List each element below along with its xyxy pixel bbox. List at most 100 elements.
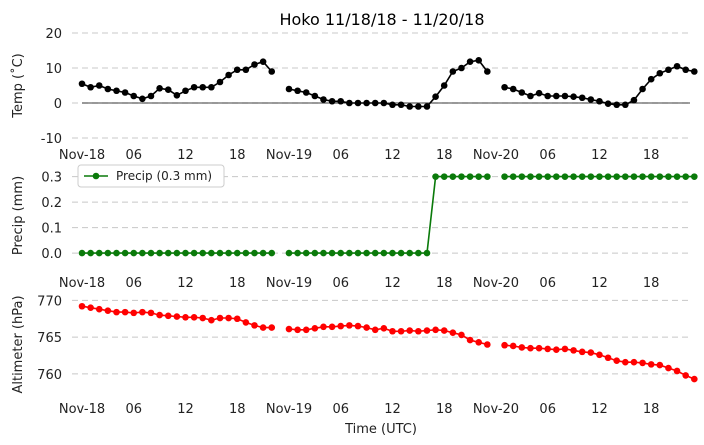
data-point [622,358,629,366]
data-point [639,173,646,180]
data-point [475,173,483,180]
data-point [501,83,508,91]
data-point [389,249,396,257]
data-point [389,327,396,335]
data-point [406,103,414,110]
data-point [147,249,155,257]
data-point [596,351,603,359]
data-point [691,173,698,180]
x-tick-label: 18 [643,276,660,291]
chart-panel-3: 760 765 770 Altimeter (hPa) Nov-18 06 12 18 Nov-… [11,294,698,417]
data-point [173,313,181,320]
data-point [665,364,672,372]
data-point [302,89,310,96]
data-point [78,302,86,310]
data-point [268,324,276,331]
data-point [87,83,94,91]
y-tick-label: 20 [45,27,62,42]
y-tick-label: 765 [37,331,62,346]
data-point [380,99,388,107]
x-tick-label: Nov-20 [473,148,519,163]
data-point [458,331,465,339]
x-tick-label: 18 [436,148,453,163]
data-point [104,85,112,93]
data-point [630,96,638,104]
data-point [570,173,577,180]
data-point [535,173,543,180]
data-point [208,249,215,257]
data-point [665,173,672,180]
data-point [285,85,293,93]
data-point [578,348,586,356]
data-point [156,311,163,319]
x-tick-label: 12 [591,402,608,417]
data-point [164,312,172,320]
data-point [647,75,655,83]
data-point [587,349,595,356]
data-point [182,313,189,321]
data-point [294,326,301,334]
data-point [630,358,638,366]
x-tick-label: Nov-19 [266,402,312,417]
data-point [423,327,431,334]
data-point [87,249,94,257]
data-point [501,341,508,349]
data-point [518,89,526,96]
data-point [553,92,560,100]
series-line [288,324,488,346]
data-point [233,66,241,74]
data-point [363,249,370,257]
data-point [285,249,293,257]
data-point [466,173,474,180]
y-tick-label: 0 [54,97,62,112]
data-point [208,316,215,324]
data-point [484,341,491,348]
data-point [225,71,232,79]
data-point [397,101,405,109]
data-point [371,326,379,334]
data-point [415,327,422,335]
data-point [121,89,129,96]
data-point [397,249,405,257]
y-tick-label: 10 [45,62,62,77]
data-point [527,92,534,100]
data-point [268,249,276,257]
data-point [544,92,552,100]
data-point [535,344,543,352]
data-point [190,313,198,321]
data-point [311,325,319,332]
data-point [639,359,646,367]
chart-panels: -10 0 10 20 Temp (˚C) Nov-18 06 12 18 Nov-19 06 12 1… [10,27,698,417]
data-point [311,249,319,257]
data-point [147,309,155,317]
data-point [173,249,181,257]
data-point [328,97,336,105]
data-point [380,325,388,332]
data-point [596,97,603,105]
data-point [147,92,155,100]
data-point [449,68,457,75]
legend-label: Precip (0.3 mm) [116,169,212,183]
data-point [570,93,577,100]
x-axis-label: Time (UTC) [344,422,417,437]
data-point [673,367,681,375]
data-point [527,173,534,180]
x-tick-label: Nov-18 [59,148,105,163]
data-point [311,92,319,100]
y-tick-label: 0.2 [41,196,62,211]
x-tick-label: 06 [125,148,142,163]
data-point [225,249,232,257]
data-point [164,249,172,257]
data-point [604,354,612,362]
data-point [113,87,120,95]
data-point [397,327,405,335]
data-point [440,327,448,334]
data-point [639,85,646,93]
x-tick-label: 06 [125,402,142,417]
y-axis-label: Altimeter (hPa) [11,295,26,393]
data-point [647,361,655,368]
data-point [121,249,129,257]
y-tick-label: 770 [37,294,62,309]
chart-panel-1: -10 0 10 20 Temp (˚C) Nov-18 06 12 18 Nov-19 06 12 1… [10,27,698,163]
data-point [371,249,379,257]
